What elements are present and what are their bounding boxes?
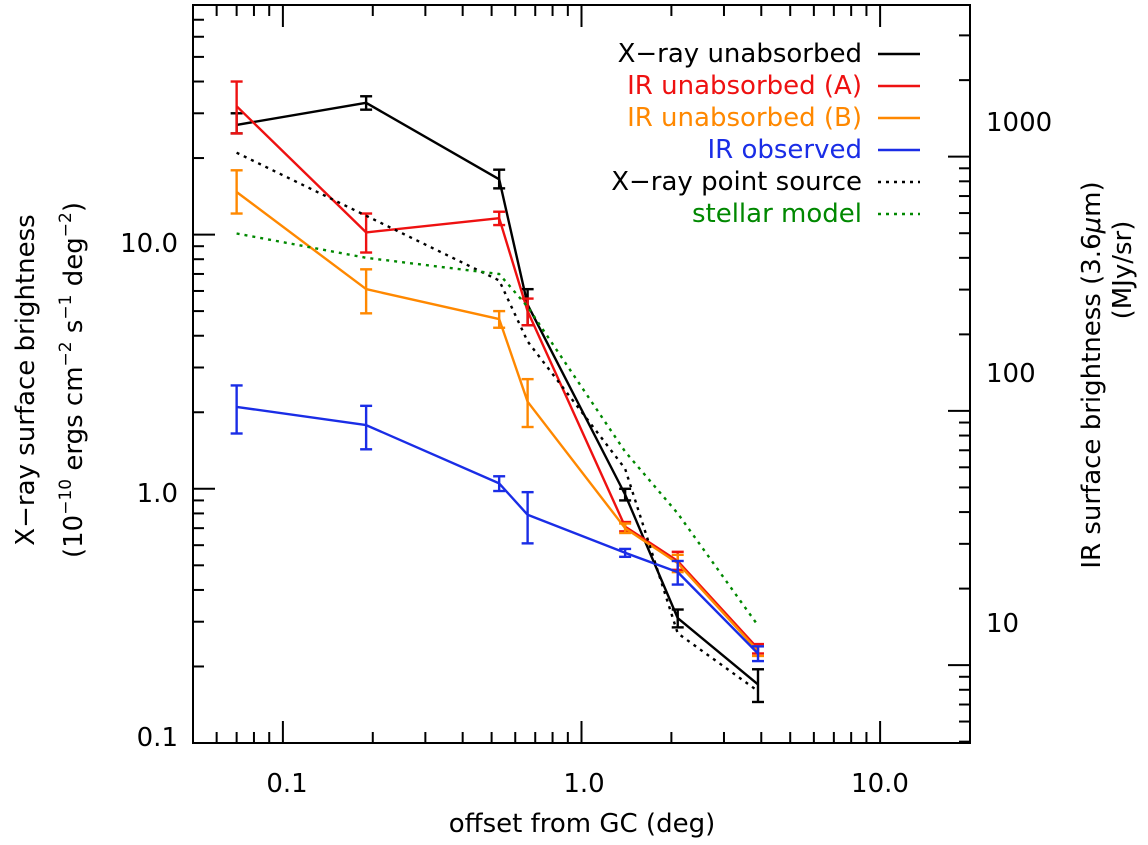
left-y-unit-part: ergs cm xyxy=(59,366,89,478)
x-tick-label: 0.1 xyxy=(266,769,307,799)
x-tick-labels: 0.1 1.0 10.0 xyxy=(266,769,909,799)
left-y-unit-sup: −10 xyxy=(56,479,76,515)
right-y-tick-label: 100 xyxy=(986,359,1036,389)
tick-marks xyxy=(192,4,971,744)
y-tick-label: 0.1 xyxy=(137,723,178,753)
right-y-axis-label: IR surface brightness (3.6μm) (MJy/sr) xyxy=(1077,181,1138,568)
right-y-title-part: m) xyxy=(1077,181,1107,216)
x-tick-label: 10.0 xyxy=(851,769,909,799)
left-y-unit-part: s xyxy=(59,320,89,342)
plot-frame xyxy=(192,4,971,744)
series-3 xyxy=(230,384,764,663)
series-2 xyxy=(230,169,764,658)
series-line xyxy=(236,405,759,655)
x-axis-label: offset from GC (deg) xyxy=(449,809,715,839)
right-y-axis-title-line1: IR surface brightness (3.6μm) xyxy=(1077,181,1107,568)
left-y-unit-part: deg xyxy=(59,237,89,294)
legend-label: stellar model xyxy=(692,199,862,229)
left-y-axis-title-line2: (10−10 ergs cm−2 s−1 deg−2) xyxy=(56,202,89,558)
left-y-axis-title-line1: X−ray surface brightness xyxy=(11,214,41,545)
y-tick-labels: 0.1 1.0 10.0 xyxy=(120,229,178,753)
y-tick-label: 1.0 xyxy=(137,479,178,509)
legend-label: IR unabsorbed (B) xyxy=(627,103,862,133)
right-y-tick-label: 1000 xyxy=(986,108,1052,138)
series-line xyxy=(235,191,759,652)
left-y-unit-sup: −1 xyxy=(56,295,76,320)
left-y-axis-label: X−ray surface brightness (10−10 ergs cm−… xyxy=(11,202,89,558)
y-tick-label: 10.0 xyxy=(120,229,178,259)
x-tick-label: 1.0 xyxy=(563,769,604,799)
right-y-title-mu: μ xyxy=(1077,217,1107,235)
legend: X−ray unabsorbed IR unabsorbed (A) IR un… xyxy=(611,39,920,229)
legend-label: IR observed xyxy=(707,135,862,165)
right-y-tick-labels: 10 100 1000 xyxy=(986,108,1052,639)
right-y-axis-title-line2: (MJy/sr) xyxy=(1108,221,1138,320)
left-y-unit-part: ) xyxy=(59,202,89,212)
right-y-tick-label: 10 xyxy=(986,609,1019,639)
legend-label: X−ray point source xyxy=(611,167,862,197)
left-y-unit-part: (10 xyxy=(59,515,89,558)
left-y-unit-sup: −2 xyxy=(56,212,76,237)
legend-label: IR unabsorbed (A) xyxy=(627,71,862,101)
left-y-unit-sup: −2 xyxy=(56,341,76,366)
right-y-title-part: IR surface brightness (3.6 xyxy=(1077,233,1107,568)
legend-label: X−ray unabsorbed xyxy=(618,39,862,69)
data-series xyxy=(230,80,764,704)
